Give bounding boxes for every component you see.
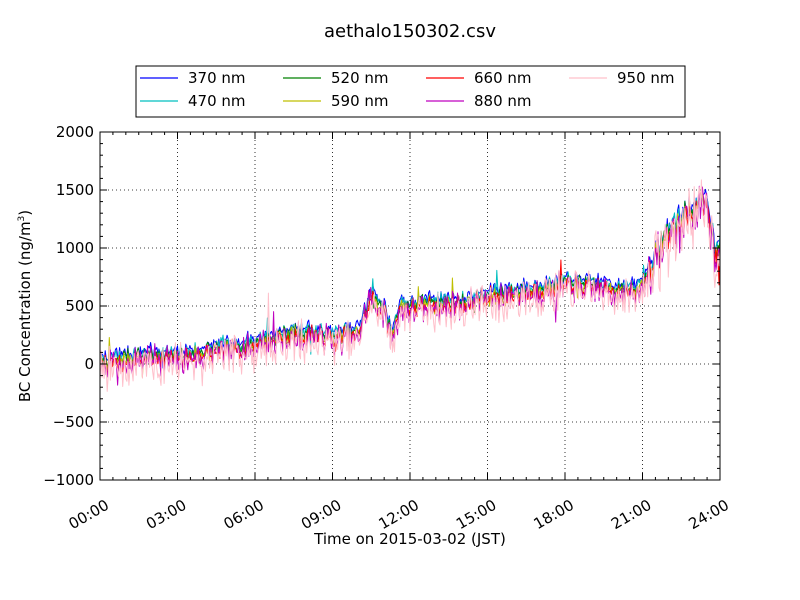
y-tick-label: 1500 xyxy=(56,181,94,199)
y-tick-label: −500 xyxy=(53,413,94,431)
legend-label-470-nm: 470 nm xyxy=(188,92,246,110)
x-axis-label: Time on 2015-03-02 (JST) xyxy=(313,530,506,548)
legend-label-950-nm: 950 nm xyxy=(617,69,675,87)
y-tick-label: 0 xyxy=(84,355,94,373)
chart-title: aethalo150302.csv xyxy=(324,21,496,42)
y-tick-label: −1000 xyxy=(43,471,94,489)
x-tick-label: 15:00 xyxy=(453,496,499,533)
x-tick-label: 09:00 xyxy=(298,496,344,533)
series-line-470-nm xyxy=(99,190,721,367)
series-line-950-nm xyxy=(99,179,721,392)
x-tick-label: 24:00 xyxy=(686,496,732,533)
y-axis-label: BC Concentration (ng/m3) xyxy=(16,210,34,402)
x-tick-label: 00:00 xyxy=(66,496,112,533)
y-tick-label: 2000 xyxy=(56,123,94,141)
legend-label-370-nm: 370 nm xyxy=(188,69,246,87)
x-tick-label: 12:00 xyxy=(376,496,422,533)
legend-label-590-nm: 590 nm xyxy=(331,92,389,110)
series-layer xyxy=(99,179,721,392)
x-tick-label: 03:00 xyxy=(143,496,189,533)
y-tick-label: 1000 xyxy=(56,239,94,257)
y-tick-label: 500 xyxy=(65,297,94,315)
legend-label-520-nm: 520 nm xyxy=(331,69,389,87)
legend-label-660-nm: 660 nm xyxy=(474,69,532,87)
x-tick-label: 21:00 xyxy=(608,496,654,533)
legend-frame xyxy=(135,65,686,118)
legend-label-880-nm: 880 nm xyxy=(474,92,532,110)
legend: 370 nm 470 nm 520 nm 590 nm 660 nm 880 nm 950 … xyxy=(135,65,686,118)
x-tick-label: 06:00 xyxy=(221,496,267,533)
x-tick-label: 18:00 xyxy=(531,496,577,533)
